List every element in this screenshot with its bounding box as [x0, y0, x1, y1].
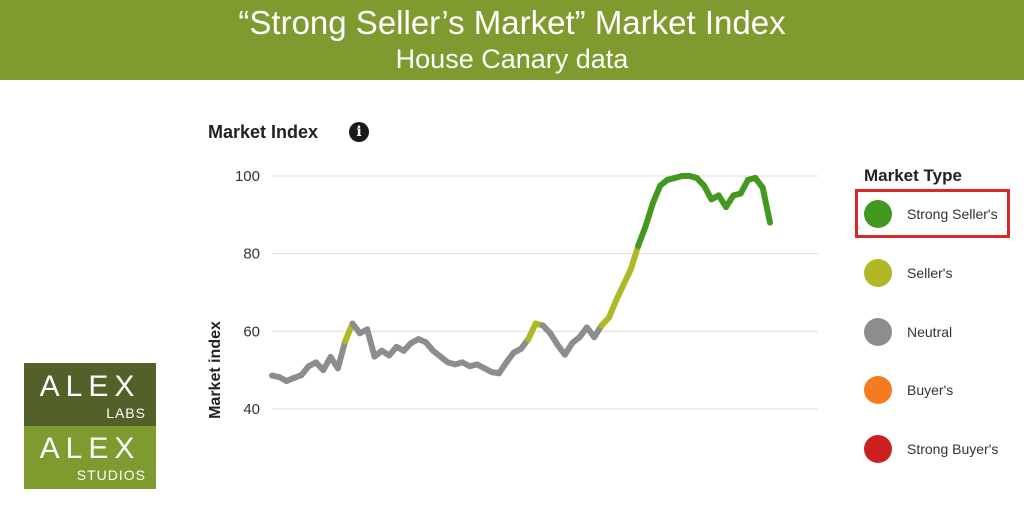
chart-title: Market Index [208, 122, 319, 142]
banner-subtitle: House Canary data [395, 44, 629, 74]
line-segment [364, 326, 378, 360]
line-segment [605, 297, 620, 321]
alex-logo: ALEX LABS ALEX STUDIOS [24, 363, 156, 489]
logo-bottom-panel [24, 426, 156, 489]
legend-item: Strong Buyer's [864, 434, 1014, 464]
legend-dot-icon [864, 435, 892, 463]
legend-dot-icon [864, 318, 892, 346]
info-icon[interactable]: i [349, 122, 369, 142]
legend-label: Strong Buyer's [907, 441, 999, 457]
y-tick-label: 60 [243, 323, 260, 340]
legend-label: Neutral [907, 324, 953, 340]
title-banner: “Strong Seller’s Market” Market Index Ho… [0, 0, 1024, 80]
logo-text-alex-studios: ALEX [39, 432, 141, 465]
y-tick-label: 40 [243, 401, 260, 418]
legend-item: Buyer's [864, 375, 1014, 405]
legend-label: Buyer's [907, 382, 954, 398]
line-segment [334, 338, 349, 372]
line-segment [649, 182, 664, 207]
line-segment [635, 223, 649, 249]
highlight-box [855, 189, 1010, 238]
legend-dot-icon [864, 376, 892, 404]
y-tick-label: 100 [235, 168, 260, 185]
legend-title: Market Type [864, 166, 962, 185]
line-segment [759, 184, 773, 226]
logo-text-alex-labs: ALEX [39, 370, 141, 403]
line-segment [642, 200, 656, 230]
logo-text-labs: LABS [106, 405, 146, 421]
legend-item: Seller's [864, 258, 1014, 288]
legend-dot-icon [864, 259, 892, 287]
y-tick-label: 80 [243, 246, 260, 263]
logo-top-panel [24, 363, 156, 426]
banner-title: “Strong Seller’s Market” Market Index [238, 4, 786, 41]
y-axis-label: Market index [207, 321, 224, 419]
legend-item: Strong Seller's [864, 199, 1014, 229]
legend-dot-icon [864, 200, 892, 228]
logo-text-studios: STUDIOS [76, 467, 146, 483]
legend-label: Seller's [907, 265, 953, 281]
legend-label: Strong Seller's [907, 206, 998, 222]
legend-item: Neutral [864, 317, 1014, 347]
line-segment [627, 242, 642, 273]
